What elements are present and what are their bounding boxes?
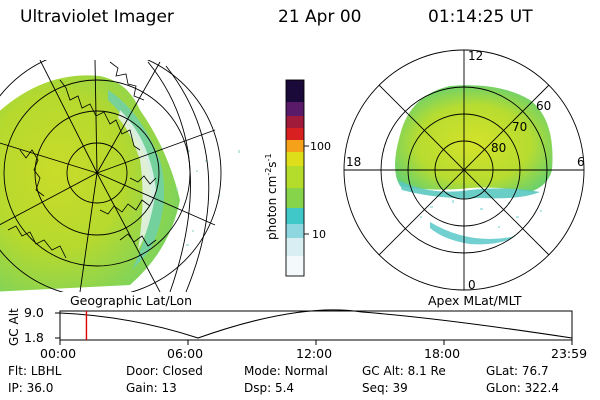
status-seq: Seq: 39	[362, 381, 408, 395]
status-gc-alt: GC Alt: 8.1 Re	[362, 364, 446, 378]
altitude-curve	[59, 309, 573, 339]
time-tick-0000: 00:00	[40, 346, 77, 361]
time-tick-0600: 06:00	[167, 346, 204, 361]
instrument-title: Ultraviolet Imager	[20, 7, 174, 27]
polar-mlt-map	[343, 49, 585, 291]
mlt-label-0: 0	[468, 278, 476, 292]
colorbar-tick-100: 100	[310, 140, 331, 153]
mlt-label-18: 18	[346, 155, 361, 169]
status-ip: IP: 36.0	[8, 381, 54, 395]
alt-tick-high: 9.0	[24, 305, 44, 320]
status-glon: GLon: 322.4	[486, 381, 559, 395]
right-map-projection-label: Apex MLat/MLT	[428, 293, 522, 308]
status-door: Door: Closed	[126, 364, 203, 378]
status-gain: Gain: 13	[126, 381, 177, 395]
geographic-map	[0, 60, 240, 292]
mlt-label-6: 6	[577, 155, 585, 169]
time-tick-1800: 18:00	[424, 346, 461, 361]
alt-tick-low: 1.8	[24, 330, 44, 345]
altitude-plot-frame	[59, 310, 573, 341]
mlat-label-80: 80	[491, 141, 506, 155]
status-dsp: Dsp: 5.4	[244, 381, 295, 395]
color-scale-bar	[285, 79, 309, 277]
image-time: 01:14:25 UT	[428, 7, 533, 27]
colorbar-tick-10: 10	[312, 228, 326, 241]
time-tick-1200: 12:00	[296, 346, 333, 361]
time-tick-2359: 23:59	[551, 346, 588, 361]
mlat-label-60: 60	[536, 99, 551, 113]
colorbar-unit-label: photon cm-2s-1	[264, 153, 279, 240]
status-glat: GLat: 76.7	[486, 364, 549, 378]
image-date: 21 Apr 00	[278, 7, 362, 27]
mlt-label-12: 12	[468, 49, 483, 63]
status-filter: Flt: LBHL	[8, 364, 62, 378]
mlat-label-70: 70	[512, 120, 527, 134]
left-map-projection-label: Geographic Lat/Lon	[70, 293, 192, 308]
status-mode: Mode: Normal	[244, 364, 328, 378]
altitude-axis-label: GC Alt	[7, 308, 21, 346]
